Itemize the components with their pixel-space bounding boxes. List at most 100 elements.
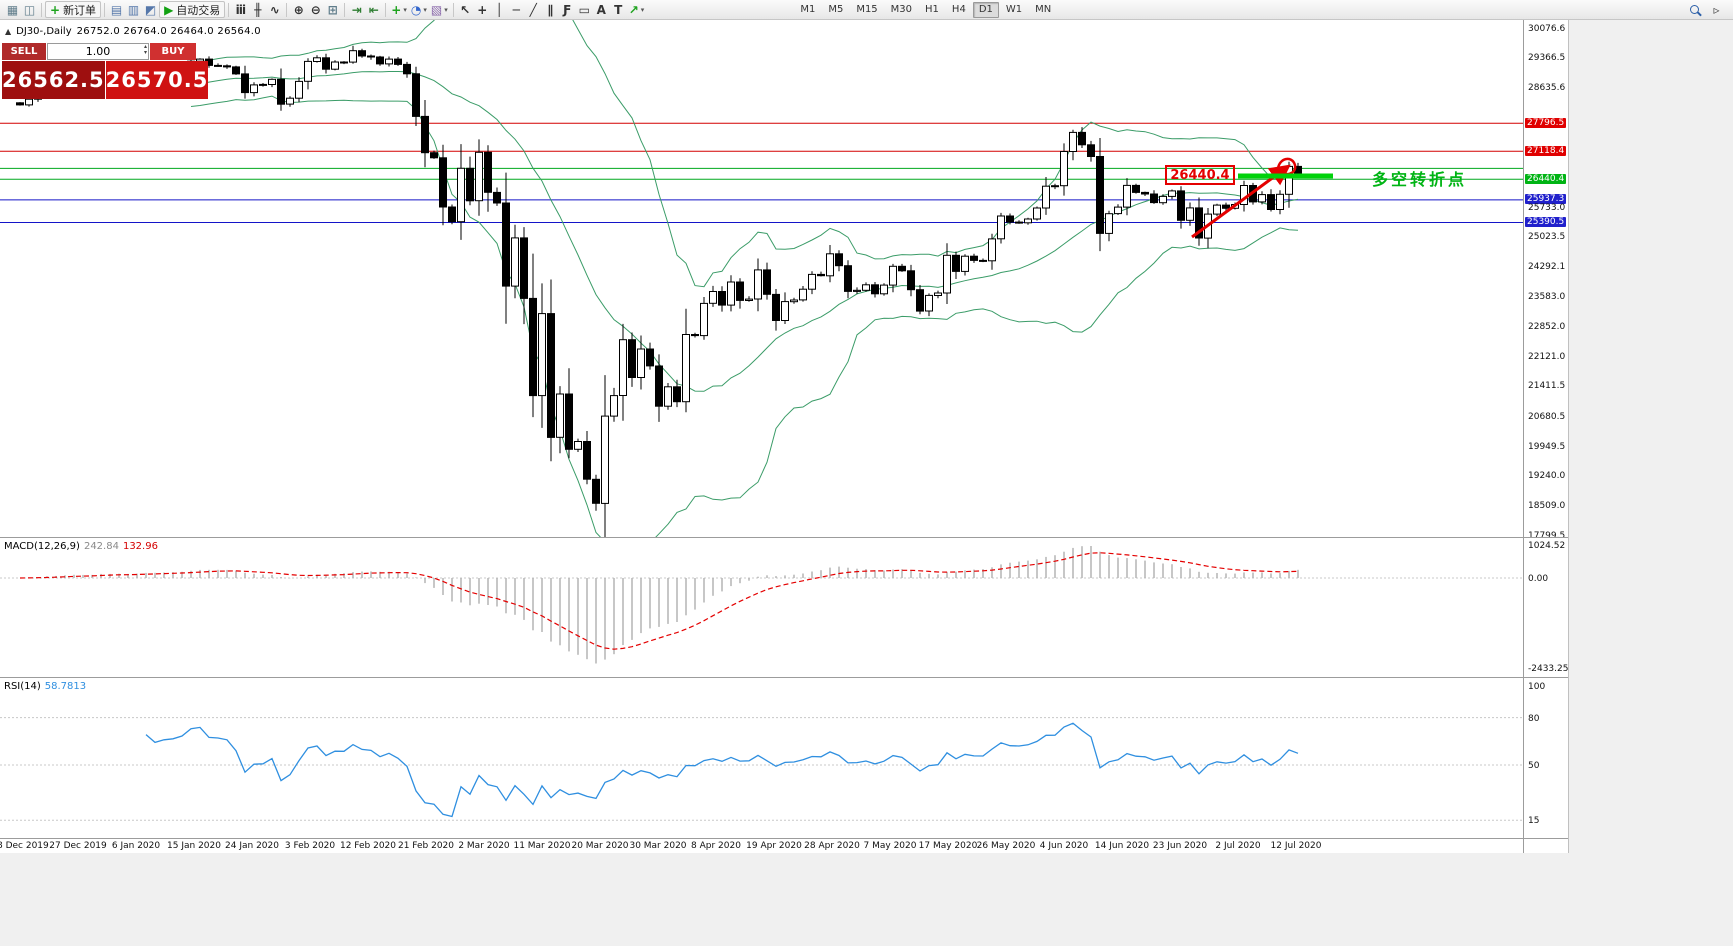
horizontal-line-icon-glyph: ─ xyxy=(512,2,520,17)
auto-scroll-icon[interactable]: ⇥ xyxy=(348,1,365,18)
equidistant-channel-icon-glyph: ∥ xyxy=(547,2,554,17)
timeframe-h4[interactable]: H4 xyxy=(951,4,966,15)
macd-pane[interactable]: MACD(12,26,9) 242.84 132.96 xyxy=(0,537,1523,677)
quick-nav-icon[interactable]: ▹ xyxy=(1708,1,1725,18)
price-axis[interactable]: 30076.6 29366.5 28635.6 27796.5 27118.4 26440… xyxy=(1523,20,1569,853)
time-axis-label: 24 Jan 2020 xyxy=(225,841,279,851)
macd-scale-label: 0.00 xyxy=(1528,574,1549,584)
chart-profiles-icon[interactable]: ◫ xyxy=(21,1,38,18)
horizontal-line-icon[interactable]: ─ xyxy=(508,1,525,18)
price-tick-label: 25733.0 xyxy=(1528,202,1566,213)
bollinger-bands xyxy=(190,20,1299,537)
time-axis-label: 2 Mar 2020 xyxy=(458,841,510,851)
time-axis-label: 21 Feb 2020 xyxy=(397,841,455,851)
toolbar-separator xyxy=(344,2,346,17)
autotrading-button[interactable]: ▶ 自动交易 xyxy=(159,1,226,18)
price-annotation-box[interactable]: 26440.4 xyxy=(1165,165,1235,185)
time-axis-label: 15 Jan 2020 xyxy=(167,841,221,851)
arrows-icon[interactable]: ↗ ▾ xyxy=(627,1,647,18)
vertical-line-icon[interactable]: │ xyxy=(491,1,508,18)
rsi-scale-label: 50 xyxy=(1528,761,1540,771)
buy-button[interactable]: BUY xyxy=(150,43,196,60)
market-watch-icon[interactable]: ▤ xyxy=(108,1,125,18)
bottom-gutter xyxy=(0,853,1570,946)
volume-input[interactable]: 1.00 ▴ ▾ xyxy=(47,43,149,60)
cursor-icon-glyph: ↖ xyxy=(460,2,471,17)
cursor-icon[interactable]: ↖ xyxy=(457,1,474,18)
collapse-trade-panel-arrow[interactable]: ▲ xyxy=(5,27,12,36)
tile-windows-icon[interactable]: ⊞ xyxy=(324,1,341,18)
turning-point-label[interactable]: 多空转折点 xyxy=(1372,170,1468,189)
line-chart-icon[interactable]: ∿ xyxy=(266,1,283,18)
timeframe-m1[interactable]: M1 xyxy=(800,4,816,15)
crosshair-icon-glyph: + xyxy=(477,2,488,17)
indicators-add-icon-glyph: + xyxy=(391,2,402,17)
axis-separator xyxy=(1524,537,1568,538)
timeframe-toolbar: M1 M5 M15 M30 H1 H4 D1 W1 MN xyxy=(794,1,1057,18)
timeframe-w1[interactable]: W1 xyxy=(1005,4,1023,15)
trend-arrow-annotation[interactable] xyxy=(1191,157,1333,239)
timeframe-m30[interactable]: M30 xyxy=(890,4,913,15)
volume-steppers: ▴ ▾ xyxy=(144,44,147,56)
timeframe-m5[interactable]: M5 xyxy=(828,4,844,15)
quick-nav-icon-glyph: ▹ xyxy=(1713,2,1720,17)
data-window-icon-glyph: ▥ xyxy=(127,2,140,17)
timeframe-mn[interactable]: MN xyxy=(1035,4,1052,15)
time-axis-label: 20 Mar 2020 xyxy=(571,841,629,851)
indicators-add-icon-caret: ▾ xyxy=(403,5,407,14)
crosshair-icon[interactable]: + xyxy=(474,1,491,18)
periods-icon[interactable]: ◔ ▾ xyxy=(409,1,429,18)
time-axis-label: 6 Jan 2020 xyxy=(111,841,161,851)
sell-button[interactable]: SELL xyxy=(2,43,46,60)
price-tick-label: 23583.0 xyxy=(1528,291,1566,302)
timeframe-m15[interactable]: M15 xyxy=(856,4,878,15)
search-icon[interactable] xyxy=(1686,1,1703,18)
vertical-line-icon-glyph: │ xyxy=(495,2,503,17)
time-axis-label: 14 Jun 2020 xyxy=(1094,841,1150,851)
arrows-icon-caret: ▾ xyxy=(640,5,645,14)
candlestick-chart-icon[interactable]: ╫ xyxy=(249,1,266,18)
toolbar-separator xyxy=(385,2,387,17)
one-click-trade-panel: SELL 1.00 ▴ ▾ BUY 26562.5 26570.5 xyxy=(2,43,209,99)
new-chart-icon[interactable]: ▦ xyxy=(4,1,21,18)
price-tick-label: 17799.5 xyxy=(1528,530,1566,541)
trendline-icon[interactable]: ╱ xyxy=(525,1,542,18)
price-line-label: 27118.4 xyxy=(1525,145,1567,156)
text-icon[interactable]: A xyxy=(593,1,610,18)
zoom-out-icon-glyph: ⊖ xyxy=(310,2,321,17)
volume-up-arrow[interactable]: ▴ xyxy=(143,43,147,50)
navigator-icon[interactable]: ◩ xyxy=(142,1,159,18)
macd-signal-line xyxy=(19,552,1299,650)
zoom-in-icon[interactable]: ⊕ xyxy=(290,1,307,18)
horizontal-level-lines[interactable] xyxy=(0,122,1523,223)
indicators-add-icon[interactable]: + ▾ xyxy=(389,1,409,18)
price-chart-pane[interactable]: ▲ DJ30-,Daily 26752.0 26764.0 26464.0 26… xyxy=(0,20,1523,537)
text-label-icon[interactable]: T xyxy=(610,1,627,18)
rsi-chart-svg xyxy=(0,717,1523,821)
time-axis-label: 4 Jun 2020 xyxy=(1039,841,1089,851)
bar-chart-icon[interactable]: ⅲ xyxy=(232,1,249,18)
equidistant-channel-icon[interactable]: ∥ xyxy=(542,1,559,18)
rsi-label: RSI(14) 58.7813 xyxy=(4,681,87,692)
sell-price[interactable]: 26562.5 xyxy=(2,61,105,99)
buy-price[interactable]: 26570.5 xyxy=(105,61,209,99)
time-axis-label: 12 Jul 2020 xyxy=(1270,841,1322,851)
chart-shift-icon[interactable]: ⇤ xyxy=(365,1,382,18)
autotrading-button-label: 自动交易 xyxy=(176,3,221,17)
shapes-icon[interactable]: ▭ xyxy=(576,1,593,18)
volume-down-arrow[interactable]: ▾ xyxy=(143,49,147,56)
rsi-pane[interactable]: RSI(14) 58.7813 xyxy=(0,677,1523,838)
price-tick-label: 28635.6 xyxy=(1528,83,1566,93)
timeframe-h1[interactable]: H1 xyxy=(925,4,939,15)
data-window-icon[interactable]: ▥ xyxy=(125,1,142,18)
time-axis-label: 2 Jul 2020 xyxy=(1215,841,1261,851)
zoom-out-icon[interactable]: ⊖ xyxy=(307,1,324,18)
new-order-button-glyph: + xyxy=(50,2,61,17)
text-icon-glyph: A xyxy=(596,2,606,17)
templates-icon[interactable]: ▧ ▾ xyxy=(429,1,450,18)
timeframe-d1[interactable]: D1 xyxy=(972,1,999,18)
macd-scale-label: -2433.25 xyxy=(1528,664,1569,675)
new-order-button[interactable]: + 新订单 xyxy=(45,1,102,18)
fibonacci-icon[interactable]: Ƒ xyxy=(559,1,576,18)
